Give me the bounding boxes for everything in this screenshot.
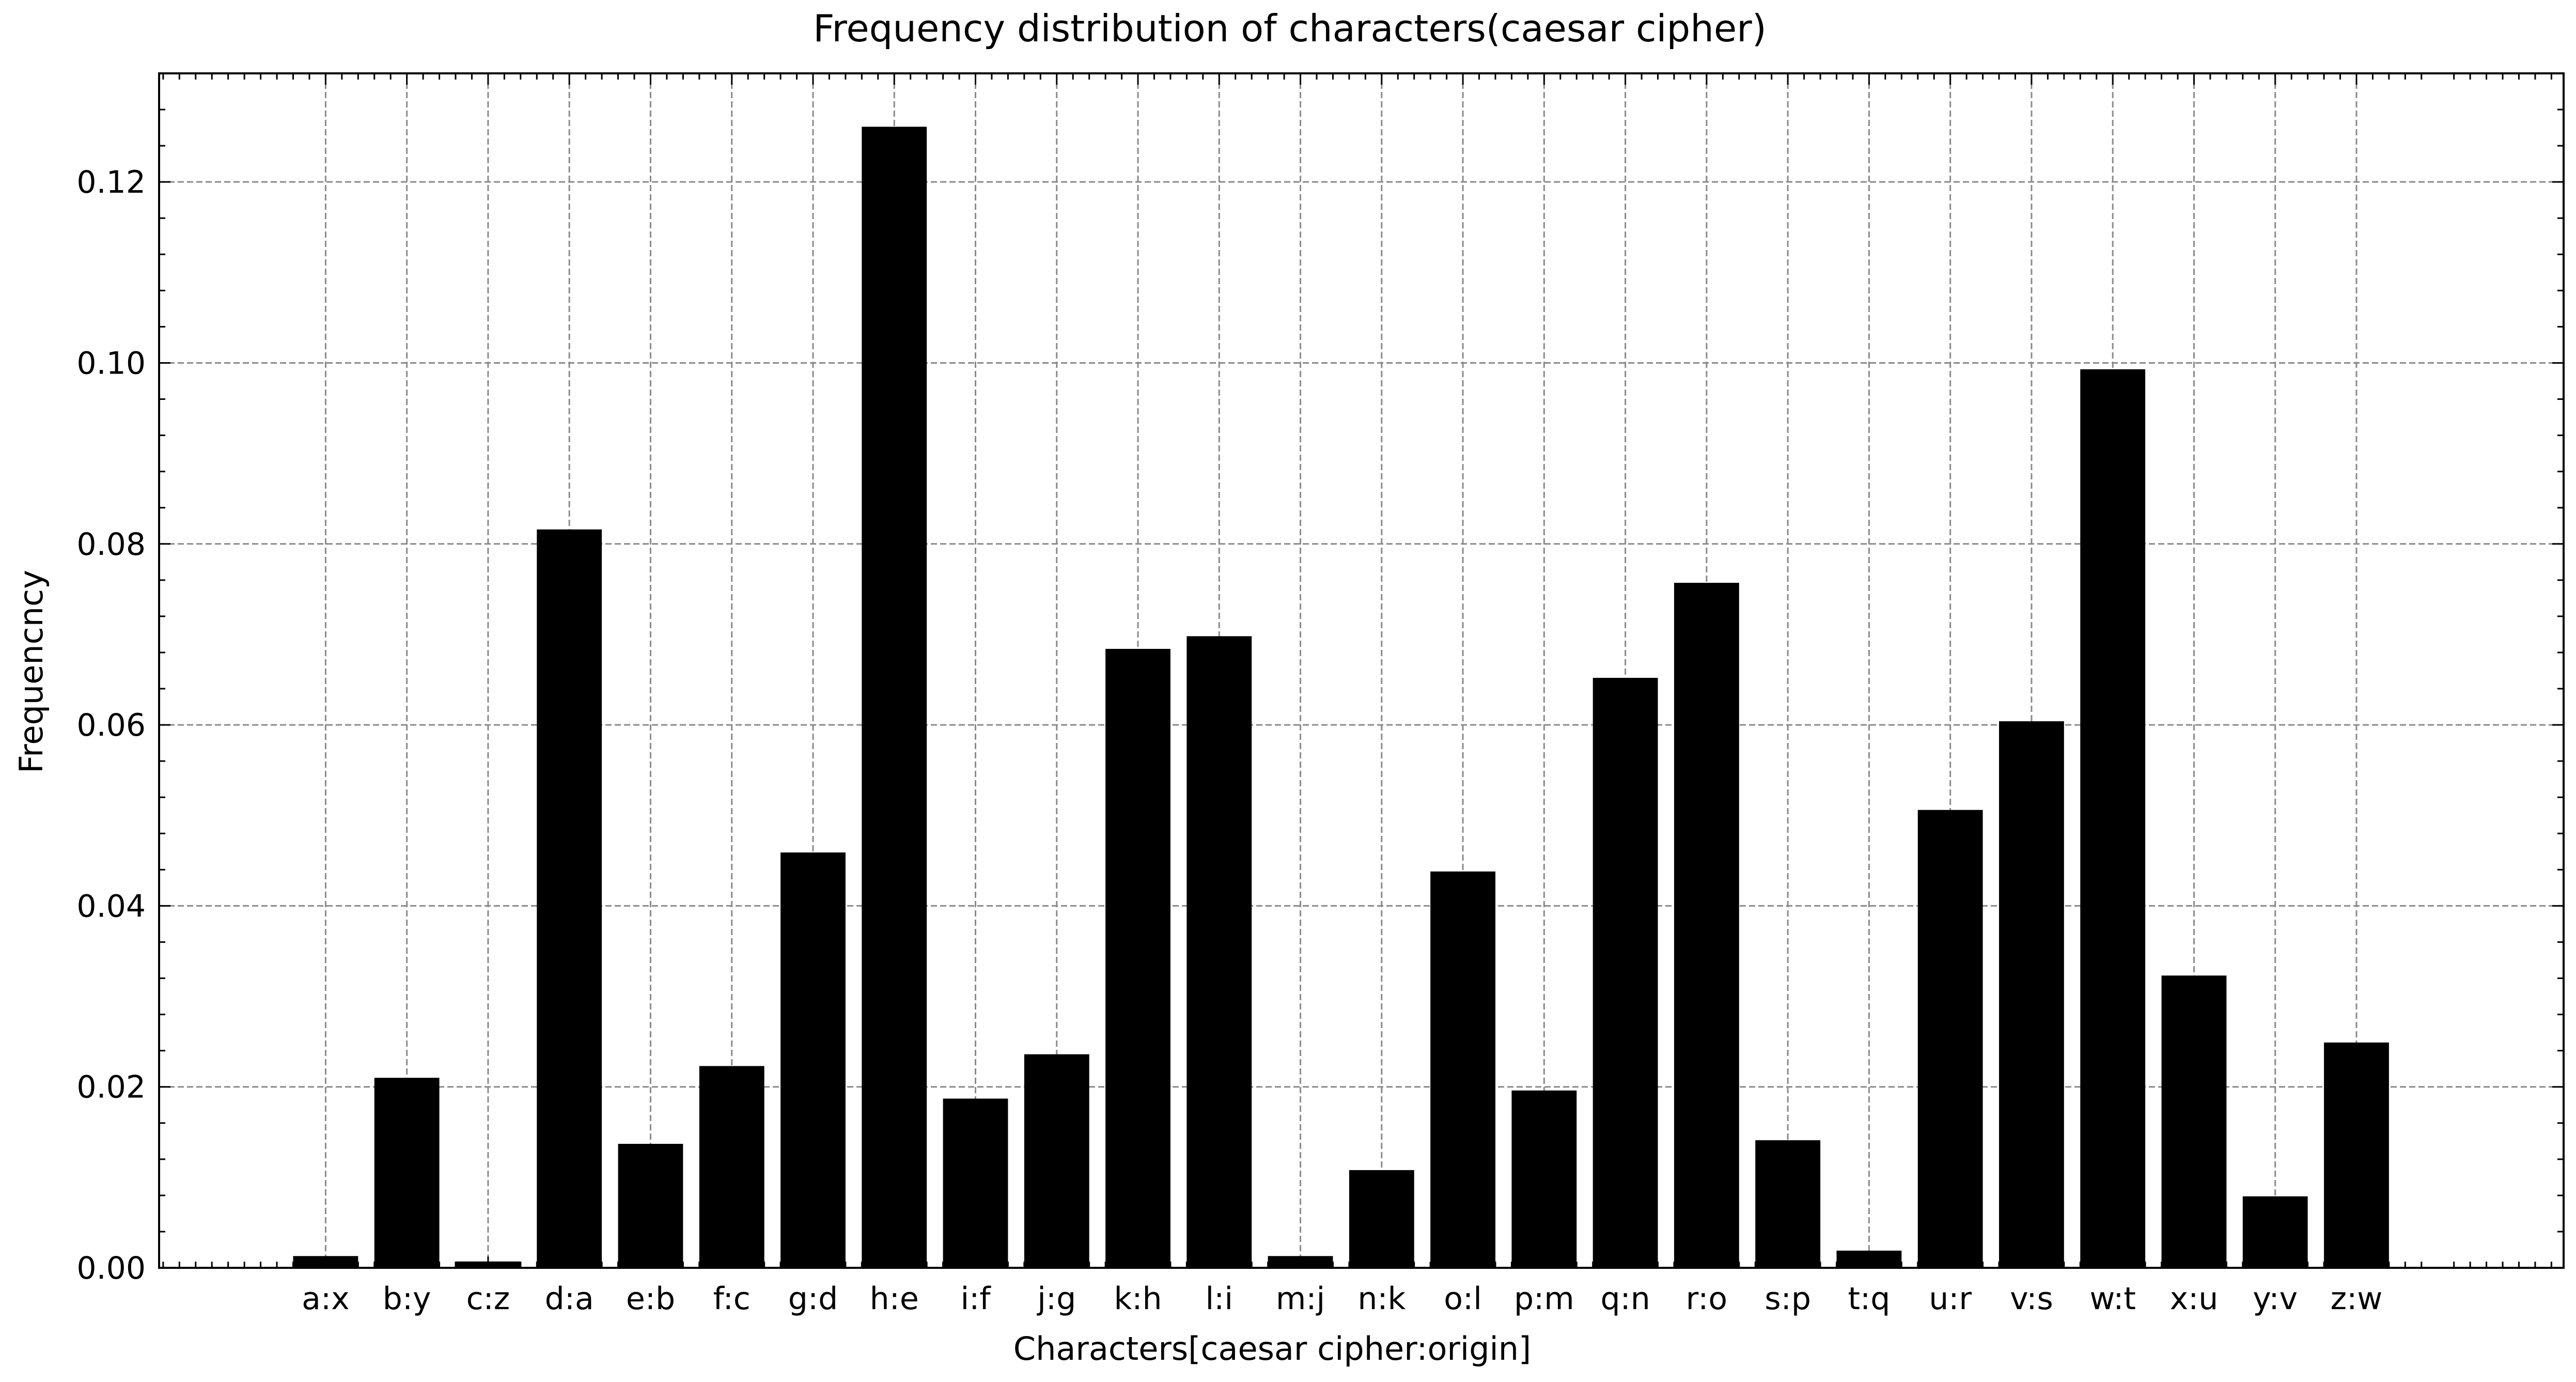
- bar-f-c: [699, 1066, 764, 1268]
- x-tick-label: t:q: [1848, 1281, 1890, 1317]
- chart-title: Frequency distribution of characters(cae…: [813, 7, 1767, 50]
- bar-o-l: [1430, 871, 1495, 1268]
- x-tick-label: g:d: [788, 1281, 838, 1317]
- bar-g-d: [780, 852, 846, 1268]
- x-tick-label: a:x: [302, 1281, 350, 1317]
- x-tick-label: l:i: [1206, 1281, 1234, 1317]
- bar-s-p: [1755, 1140, 1821, 1268]
- bar-q-n: [1593, 678, 1658, 1268]
- bar-e-b: [618, 1144, 683, 1268]
- x-tick-label: k:h: [1114, 1281, 1162, 1317]
- bar-n-k: [1349, 1170, 1414, 1268]
- x-tick-label: h:e: [870, 1281, 919, 1317]
- x-tick-label: f:c: [713, 1281, 751, 1317]
- x-tick-label: e:b: [626, 1281, 675, 1317]
- y-axis-label: Frequencncy: [12, 570, 50, 773]
- y-tick-label: 0.04: [76, 888, 146, 924]
- y-tick-label: 0.00: [76, 1250, 146, 1286]
- bar-w-t: [2080, 369, 2146, 1268]
- y-tick-label: 0.02: [76, 1069, 146, 1106]
- x-tick-labels: a:x b:y c:z d:a e:b f:c g:d h:e i:f j:g k:h l:i m:j n…: [302, 1281, 2382, 1317]
- y-tick-label: 0.06: [76, 707, 146, 743]
- x-tick-label: m:j: [1276, 1281, 1325, 1317]
- bar-y-v: [2242, 1196, 2308, 1268]
- x-tick-label: d:a: [545, 1281, 594, 1317]
- bar-p-m: [1511, 1090, 1577, 1268]
- x-tick-label: q:n: [1600, 1281, 1650, 1317]
- bar-u-r: [1917, 810, 1983, 1268]
- bar-i-f: [943, 1098, 1008, 1268]
- x-tick-label: c:z: [466, 1281, 510, 1317]
- x-tick-label: b:y: [383, 1281, 431, 1317]
- plot-frame: [158, 72, 2565, 1269]
- x-tick-label: z:w: [2331, 1281, 2383, 1317]
- x-tick-label: j:g: [1036, 1281, 1076, 1317]
- bar-l-i: [1186, 636, 1252, 1268]
- bar-v-s: [1999, 721, 2064, 1268]
- bar-r-o: [1674, 583, 1739, 1268]
- x-tick-label: u:r: [1929, 1281, 1972, 1317]
- bar-d-a: [537, 529, 602, 1268]
- y-tick-label: 0.12: [76, 164, 146, 200]
- bars: [293, 127, 2389, 1268]
- x-tick-label: r:o: [1686, 1281, 1728, 1317]
- x-tick-label: i:f: [960, 1281, 991, 1317]
- bar-j-g: [1024, 1054, 1089, 1268]
- y-tick-label: 0.10: [76, 345, 146, 381]
- x-tick-label: n:k: [1357, 1281, 1406, 1317]
- bar-z-w: [2324, 1042, 2389, 1268]
- x-tick-label: v:s: [2010, 1281, 2053, 1317]
- y-tick-labels: 0.00 0.02 0.04 0.06 0.08 0.10 0.12: [76, 164, 146, 1286]
- bar-h-e: [862, 127, 927, 1268]
- x-tick-label: y:v: [2253, 1281, 2298, 1317]
- bar-b-y: [374, 1078, 440, 1268]
- x-tick-label: w:t: [2089, 1281, 2136, 1317]
- bar-k-h: [1105, 648, 1170, 1268]
- bar-x-u: [2161, 975, 2227, 1268]
- x-tick-label: o:l: [1444, 1281, 1482, 1317]
- x-axis-label: Characters[caesar cipher:origin]: [1013, 1330, 1531, 1368]
- x-tick-label: s:p: [1765, 1281, 1811, 1317]
- x-tick-label: p:m: [1514, 1281, 1574, 1317]
- y-tick-label: 0.08: [76, 526, 146, 563]
- x-tick-label: x:u: [2170, 1281, 2219, 1317]
